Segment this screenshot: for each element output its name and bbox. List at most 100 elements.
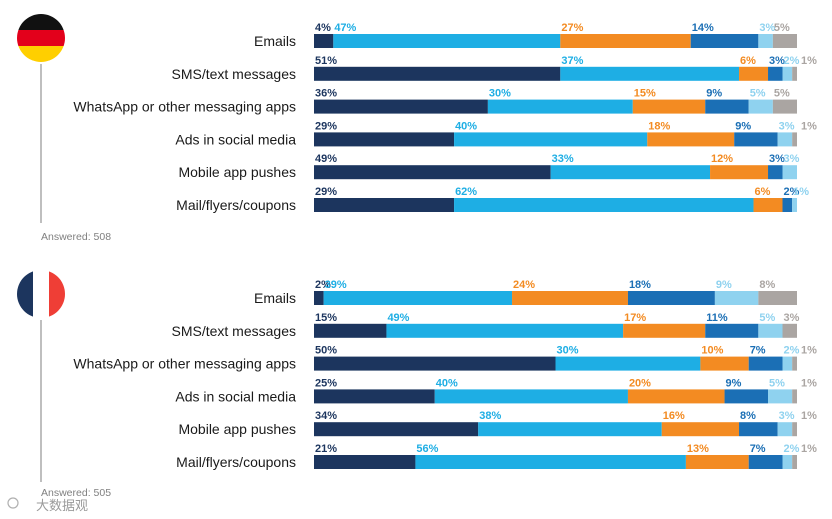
bar-segment	[768, 66, 783, 81]
data-label: 17%	[624, 312, 646, 324]
bar-segment	[454, 198, 754, 212]
answered-count: Answered: 508	[41, 231, 111, 243]
bar-segment	[772, 34, 797, 48]
category-label: Mobile app pushes	[178, 421, 296, 437]
flag-stripe	[17, 30, 65, 46]
data-label: 29%	[315, 186, 337, 198]
bar-segment	[782, 198, 793, 212]
category-label: SMS/text messages	[172, 66, 297, 82]
bar-segment	[792, 66, 797, 81]
bar-segment	[748, 99, 773, 114]
watermark-text: 大数据观	[36, 498, 88, 513]
bar-segment	[415, 455, 686, 469]
bar-segment	[632, 99, 706, 114]
bar-segment	[314, 356, 556, 371]
category-label: WhatsApp or other messaging apps	[73, 99, 296, 115]
germany-flag-icon	[17, 14, 65, 62]
data-label: 10%	[701, 345, 723, 357]
category-label: SMS/text messages	[172, 323, 297, 339]
data-label: 5%	[774, 88, 790, 100]
data-label: 3%	[784, 153, 800, 165]
watermark: 大数据观	[7, 497, 88, 513]
data-label: 1%	[801, 345, 817, 357]
bar-segment	[512, 291, 628, 305]
data-label: 9%	[706, 88, 722, 100]
data-label: 18%	[648, 120, 670, 132]
bar-segment	[714, 291, 759, 305]
data-label: 8%	[759, 279, 775, 291]
bar-segment	[623, 323, 706, 338]
data-label: 7%	[750, 443, 766, 455]
bar-segment	[748, 455, 783, 469]
data-label: 5%	[750, 88, 766, 100]
bar-segment	[758, 34, 773, 48]
data-label: 56%	[416, 443, 438, 455]
data-label: 8%	[740, 410, 756, 422]
data-label: 51%	[315, 55, 337, 67]
bar-segment	[739, 66, 769, 81]
bar-segment	[777, 422, 793, 437]
bar-segment	[627, 389, 725, 404]
data-label: 2%	[784, 345, 800, 357]
bar-segment	[782, 323, 797, 338]
data-label: 36%	[315, 88, 337, 100]
bar-segment	[434, 389, 628, 404]
data-label: 3%	[784, 312, 800, 324]
data-label: 5%	[774, 22, 790, 34]
data-label: 3%	[759, 22, 775, 34]
data-label: 2%	[315, 279, 331, 291]
data-label: 1%	[801, 55, 817, 67]
bar-segment	[314, 198, 455, 212]
bar-segment	[792, 132, 797, 147]
data-label: 2%	[784, 443, 800, 455]
category-label: Mobile app pushes	[178, 164, 296, 180]
data-label: 40%	[455, 120, 477, 132]
data-label: 50%	[315, 345, 337, 357]
bar-segment	[739, 422, 778, 437]
bar-segment	[710, 165, 769, 180]
data-label: 13%	[687, 443, 709, 455]
bar-segment	[560, 66, 740, 81]
category-label: Mail/flyers/coupons	[176, 454, 296, 470]
flag-stripe	[49, 270, 65, 318]
data-label: 12%	[711, 153, 733, 165]
bar-segment	[777, 132, 793, 147]
data-label: 6%	[740, 55, 756, 67]
bar-segment	[768, 389, 793, 404]
bar-segment	[478, 422, 662, 437]
data-label: 16%	[663, 410, 685, 422]
data-label: 5%	[759, 312, 775, 324]
bar-segment	[792, 198, 797, 212]
bar-segment	[792, 422, 797, 437]
bar-segment	[690, 34, 759, 48]
france-flag-icon	[17, 270, 65, 318]
bar-segment	[323, 291, 513, 305]
data-label: 37%	[561, 55, 583, 67]
category-label: Ads in social media	[175, 388, 296, 404]
bar-segment	[705, 99, 749, 114]
category-label: Ads in social media	[175, 131, 296, 147]
data-label: 40%	[436, 377, 458, 389]
data-label: 2%	[784, 186, 800, 198]
bar-segment	[314, 323, 387, 338]
data-label: 29%	[315, 120, 337, 132]
bar-segment	[487, 99, 633, 114]
data-label: 11%	[706, 312, 728, 324]
flag-stripe	[17, 14, 65, 30]
data-label: 30%	[489, 88, 511, 100]
flag-stripe	[33, 270, 49, 318]
bar-segment	[782, 66, 793, 81]
data-label: 9%	[716, 279, 732, 291]
bar-segment	[758, 323, 783, 338]
bar-segment	[782, 165, 797, 180]
data-label: 49%	[315, 153, 337, 165]
bar-segment	[333, 34, 561, 48]
bar-segment	[748, 356, 783, 371]
data-label: 3%	[769, 55, 785, 67]
data-label: 1%	[801, 377, 817, 389]
data-label: 49%	[387, 312, 409, 324]
bar-segment	[782, 356, 793, 371]
category-label: Emails	[254, 33, 296, 49]
